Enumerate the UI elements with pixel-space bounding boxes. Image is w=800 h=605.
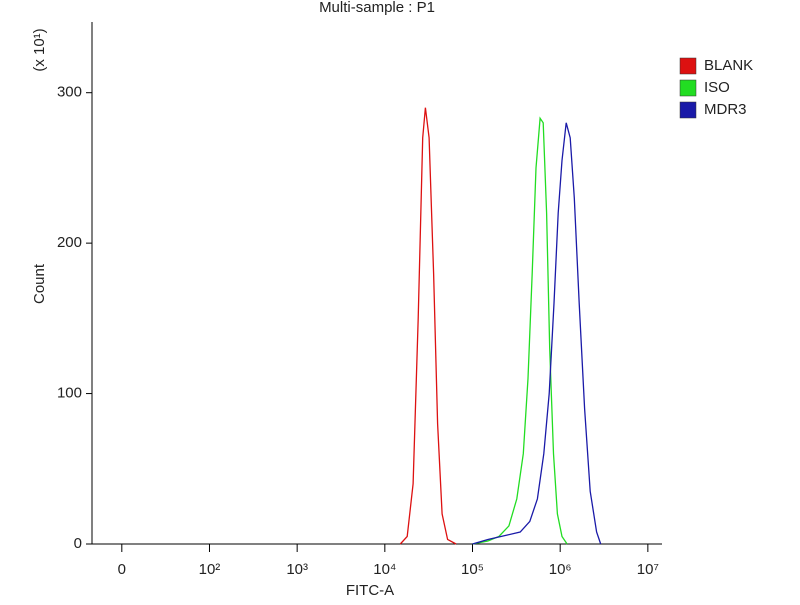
x-tick-label: 10³ [286, 561, 308, 578]
y-tick-label: 300 [57, 84, 82, 101]
x-tick-label: 10⁴ [373, 561, 396, 578]
x-tick-label: 10² [199, 561, 221, 578]
x-tick-label: 10⁷ [637, 561, 659, 578]
x-axis-label: FITC-A [346, 582, 394, 599]
chart-title: Multi-sample : P1 [319, 0, 435, 16]
y-multiplier: (x 10¹) [31, 28, 48, 71]
y-tick-label: 100 [57, 385, 82, 402]
histogram-line [472, 122, 602, 545]
y-tick-label: 200 [57, 234, 82, 251]
legend-label: ISO [704, 79, 730, 96]
legend-label: BLANK [704, 57, 753, 74]
histogram-line [472, 116, 568, 545]
histogram-line [399, 107, 457, 545]
legend-swatch [679, 57, 697, 75]
legend-swatch [679, 79, 697, 97]
x-tick-label: 10⁶ [549, 561, 572, 578]
x-tick-label: 10⁵ [461, 561, 484, 578]
legend-label: MDR3 [704, 101, 747, 118]
y-axis-label: Count [31, 263, 48, 304]
x-tick-label: 0 [118, 561, 126, 578]
y-tick-label: 0 [74, 535, 82, 552]
legend-swatch [679, 101, 697, 119]
